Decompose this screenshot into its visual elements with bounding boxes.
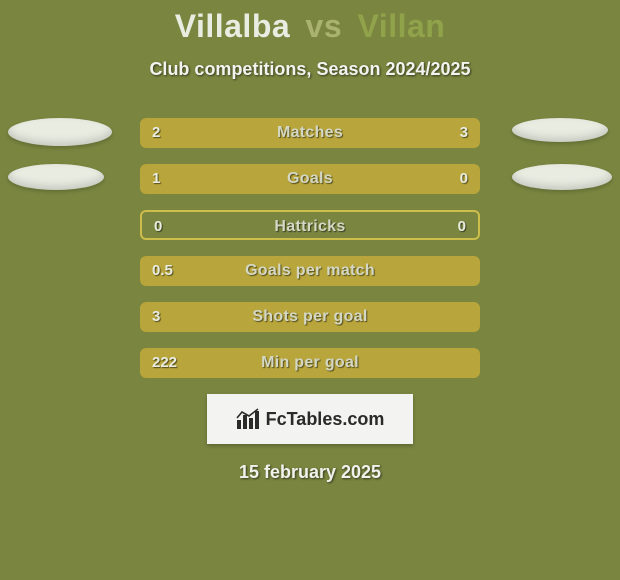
watermark-text: FcTables.com [266, 409, 385, 430]
chart-area: 23Matches 10Goals 00Hattricks 0.5Goals per … [0, 118, 620, 378]
stat-row: 10Goals [140, 164, 480, 194]
bar-label: Hattricks [142, 212, 478, 240]
subtitle: Club competitions, Season 2024/2025 [0, 59, 620, 80]
plot-ellipse [8, 164, 104, 190]
bar-label: Matches [140, 118, 480, 148]
stat-row: 0.5Goals per match [140, 256, 480, 286]
bar-label: Shots per goal [140, 302, 480, 332]
bar-label: Goals [140, 164, 480, 194]
right-scatter-plot [512, 118, 612, 190]
date-label: 15 february 2025 [0, 462, 620, 483]
watermark: FcTables.com [207, 394, 413, 444]
player2-name: Villan [358, 8, 446, 44]
player1-name: Villalba [175, 8, 290, 44]
stat-bars: 23Matches 10Goals 00Hattricks 0.5Goals per … [140, 118, 480, 378]
stat-row: 23Matches [140, 118, 480, 148]
page-title: Villalba vs Villan [0, 8, 620, 45]
stat-row: 00Hattricks [140, 210, 480, 240]
left-scatter-plot [8, 118, 112, 190]
stat-row: 3Shots per goal [140, 302, 480, 332]
plot-ellipse [8, 118, 112, 146]
comparison-card: Villalba vs Villan Club competitions, Se… [0, 0, 620, 580]
bar-label: Min per goal [140, 348, 480, 378]
watermark-icon [236, 408, 260, 430]
bar-label: Goals per match [140, 256, 480, 286]
stat-row: 222Min per goal [140, 348, 480, 378]
plot-ellipse [512, 118, 608, 142]
vs-label: vs [306, 8, 343, 44]
plot-ellipse [512, 164, 612, 190]
